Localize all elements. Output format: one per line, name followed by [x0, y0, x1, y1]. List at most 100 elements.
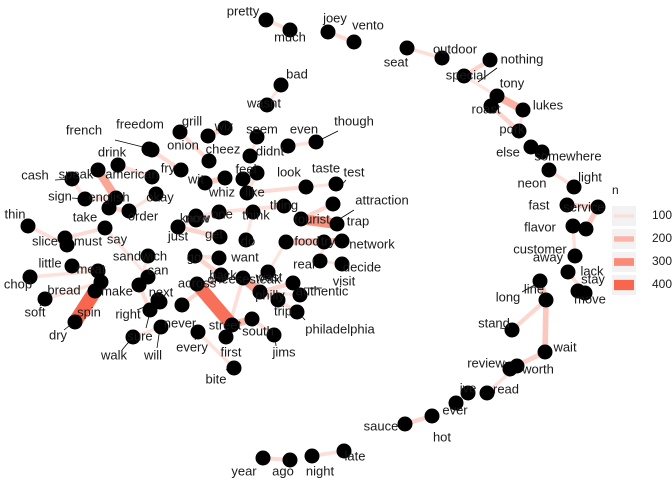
node-label-wit: wit: [187, 171, 204, 186]
node-label-first: first: [221, 344, 242, 359]
node-label-ago: ago: [272, 463, 294, 478]
node-label-though: though: [334, 113, 374, 128]
node-will: [153, 319, 169, 335]
node-label-okay: okay: [146, 189, 174, 204]
node-pretty: [258, 12, 274, 28]
node-freedom: [144, 142, 160, 158]
node-label-spin: spin: [77, 304, 101, 319]
node-label-ive: ive: [460, 380, 477, 395]
node-wiz: [217, 120, 233, 136]
node-label-look: look: [277, 164, 301, 179]
node-label-bread: bread: [47, 282, 80, 297]
node-decide: [334, 256, 350, 272]
node-label-stay: stay: [581, 271, 605, 286]
node-label-late: late: [345, 448, 366, 463]
node-label-speak: speak: [59, 166, 94, 181]
node-label-stand: stand: [478, 315, 510, 330]
legend-title: n: [612, 183, 619, 197]
edge-every-bite: [196, 330, 236, 370]
label-layer: pretty much joey vento seat outdoor nothing spe…: [4, 3, 606, 478]
node-label-philadelphia: philadelphia: [305, 321, 375, 336]
node-label-just: just: [167, 228, 189, 243]
node-ive: [460, 385, 476, 401]
node-label-authentic: authentic: [296, 283, 349, 298]
node-spin: [87, 283, 103, 299]
leader-dry: [63, 321, 75, 331]
node-label-soft: soft: [25, 304, 46, 319]
node-label-get: get: [205, 226, 223, 241]
node-night: [304, 448, 320, 464]
node-customer: [578, 221, 594, 237]
node-label-sandwich: sandwich: [113, 248, 167, 263]
node-american: [144, 169, 160, 185]
edge-can-say: [103, 226, 150, 279]
node-label-sauce: sauce: [364, 418, 399, 433]
node-label-light: light: [578, 169, 602, 184]
node-label-feel: feel: [236, 161, 257, 176]
node-fast: [559, 197, 575, 213]
node-away: [560, 264, 576, 280]
node-tourist: [293, 211, 309, 227]
node-label-visit: visit: [333, 273, 356, 288]
node-label-seem: seem: [246, 121, 278, 136]
node-label-bad: bad: [286, 66, 308, 81]
node-label-trap: trap: [347, 213, 369, 228]
node-flavor: [565, 218, 581, 234]
node-wasnt: [259, 97, 275, 113]
leader-long: [521, 281, 541, 293]
label-leader-layer: [21, 67, 541, 371]
node-label-try: try: [321, 233, 336, 248]
leader-review: [504, 361, 517, 367]
node-south: [244, 311, 260, 327]
node-label-english: english: [88, 189, 129, 204]
node-label-go: go: [187, 249, 201, 264]
node-label-right: right: [115, 306, 141, 321]
leader-sign: [71, 197, 85, 200]
node-first: [218, 329, 234, 345]
node-get: [212, 229, 228, 245]
node-label-like: like: [245, 184, 265, 199]
node-feel: [235, 171, 251, 187]
node-ever: [448, 395, 464, 411]
node-label-neon: neon: [518, 175, 547, 190]
node-label-bite: bite: [206, 371, 227, 386]
node-attraction: [325, 196, 341, 212]
node-label-one: one: [211, 206, 233, 221]
node-label-food: food: [294, 233, 319, 248]
leader-thin: [21, 221, 29, 227]
leader-bite: [225, 365, 234, 371]
node-little: [64, 258, 80, 274]
legend-label-200: 200: [652, 231, 672, 245]
leader-soft: [39, 298, 46, 307]
node-think: [245, 204, 261, 220]
leader-chop: [23, 276, 31, 281]
node-label-decide: decide: [343, 259, 381, 274]
legend-label-300: 300: [652, 254, 672, 268]
leader-test: [337, 179, 347, 190]
node-label-away: away: [533, 249, 564, 264]
node-label-flavor: flavor: [524, 219, 556, 234]
leader-jims: [274, 335, 277, 347]
node-label-pork: pork: [499, 121, 525, 136]
node-philly: [252, 284, 268, 300]
legend-label-400: 400: [652, 277, 672, 291]
node-wait: [537, 344, 553, 360]
node-label-much: much: [274, 29, 306, 44]
node-label-service: service: [563, 199, 604, 214]
node-lack: [567, 248, 583, 264]
node-street: [224, 317, 240, 333]
node-want: [211, 250, 227, 266]
leader-will: [156, 327, 161, 349]
node-label-street: street: [209, 317, 242, 332]
node-even: [280, 138, 296, 154]
node-label-didnt: didnt: [256, 143, 285, 158]
node-label-drink: drink: [98, 144, 127, 159]
node-label-slice: slice: [32, 233, 58, 248]
node-label-little: little: [38, 255, 61, 270]
node-service: [590, 199, 606, 215]
node-label-wiz: wiz: [214, 118, 234, 133]
node-label-ever: ever: [442, 402, 468, 417]
node-label-tourist: tourist: [294, 211, 330, 226]
node-sign: [77, 191, 93, 207]
node-label-jims: jims: [271, 344, 296, 359]
